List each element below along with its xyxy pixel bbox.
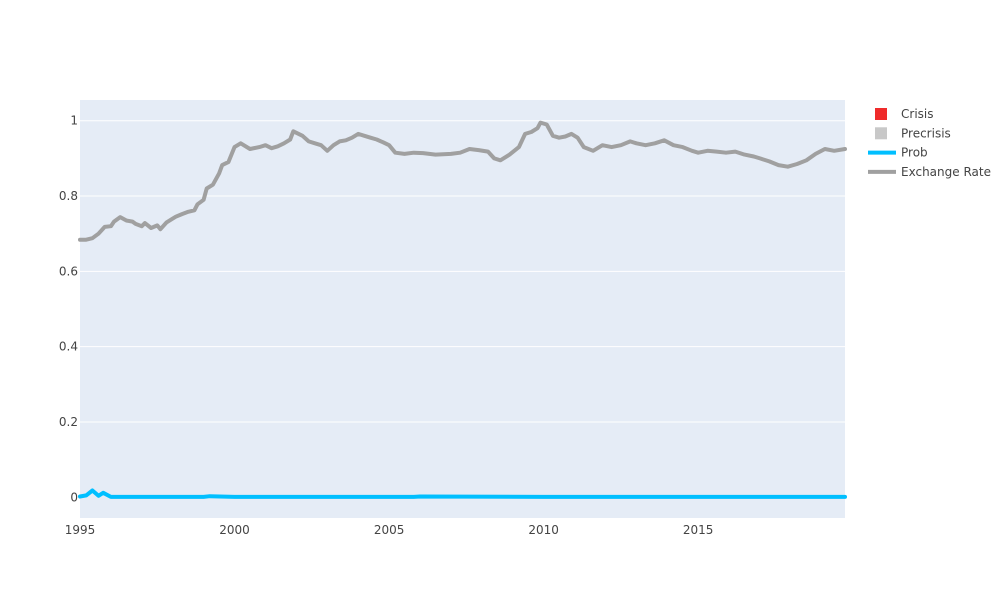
- legend-item-crisis[interactable]: Crisis: [875, 107, 933, 121]
- series-line-prob: [78, 488, 847, 499]
- legend-swatch: [875, 108, 887, 120]
- legend-label: Crisis: [901, 107, 933, 121]
- x-tick-label: 2000: [219, 523, 250, 537]
- y-grid: [80, 120, 845, 423]
- x-tick-label: 2015: [683, 523, 714, 537]
- legend: Crisis Precrisis Prob Exchange Rate: [868, 107, 991, 179]
- legend-label: Exchange Rate: [901, 165, 991, 179]
- y-tick-label: 0: [70, 490, 78, 504]
- y-axis: 0 0.2 0.4 0.6 0.8 1: [59, 114, 78, 505]
- y-tick-label: 0.2: [59, 415, 78, 429]
- y-tick-label: 0.8: [59, 189, 78, 203]
- y-tick-label: 0.6: [59, 264, 78, 278]
- x-axis: 1995 2000 2005 2010 2015: [65, 523, 714, 537]
- legend-item-exchange-rate[interactable]: Exchange Rate: [868, 165, 991, 179]
- series-layer: [78, 120, 847, 499]
- series-line-exchange-rate: [78, 120, 847, 242]
- x-tick-label: 2005: [374, 523, 405, 537]
- x-tick-label: 2010: [528, 523, 559, 537]
- legend-label: Prob: [901, 146, 928, 160]
- x-tick-label: 1995: [65, 523, 96, 537]
- plot-background: [80, 100, 845, 518]
- y-tick-label: 0.4: [59, 340, 78, 354]
- legend-swatch: [875, 127, 887, 140]
- legend-label: Precrisis: [901, 126, 951, 140]
- legend-item-precrisis[interactable]: Precrisis: [875, 126, 951, 140]
- y-tick-label: 1: [70, 114, 78, 128]
- legend-item-prob[interactable]: Prob: [868, 146, 928, 160]
